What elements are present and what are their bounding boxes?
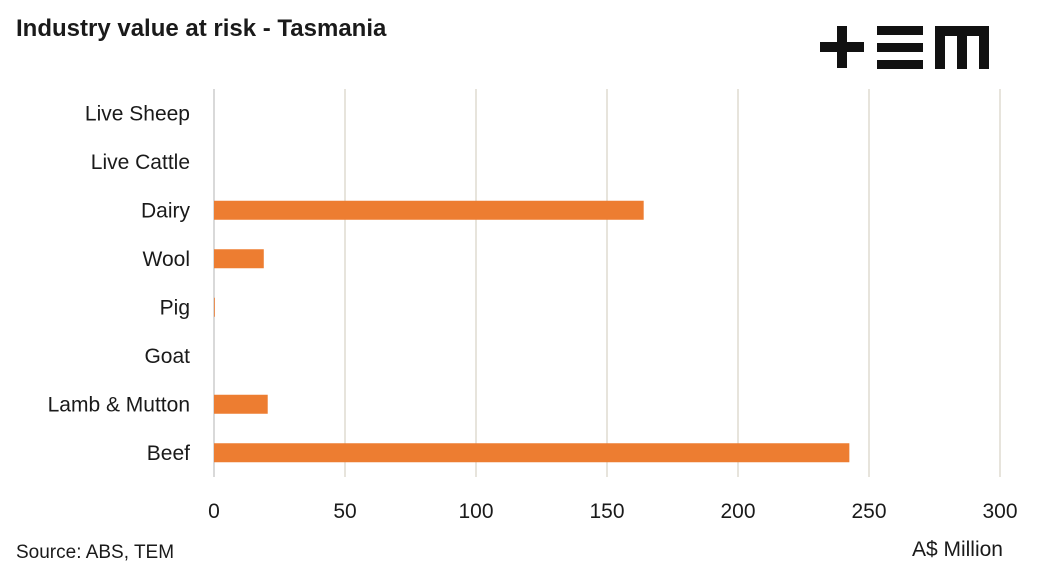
category-label: Live Cattle: [91, 151, 190, 174]
category-label: Wool: [143, 248, 190, 271]
gridlines: [213, 89, 1001, 477]
x-tick-label: 0: [208, 500, 220, 523]
x-tick-label: 50: [333, 500, 356, 523]
bar-beef: [214, 443, 850, 463]
x-tick-labels: 0 50 100 150 200 250 300: [208, 500, 1017, 523]
x-axis-label: A$ Million: [911, 538, 1003, 561]
chart-title: Industry value at risk - Tasmania: [16, 15, 387, 42]
category-label: Live Sheep: [85, 102, 190, 125]
x-tick-label: 300: [982, 500, 1017, 523]
x-tick-label: 250: [851, 500, 886, 523]
category-label: Dairy: [141, 199, 191, 222]
x-tick-label: 150: [589, 500, 624, 523]
category-label: Lamb & Mutton: [48, 393, 190, 416]
bars: [214, 200, 850, 463]
category-label: Beef: [147, 442, 190, 465]
category-labels: Live Sheep Live Cattle Dairy Wool Pig Goat Lam…: [48, 102, 191, 465]
bar-wool: [214, 249, 264, 269]
source-note: Source: ABS, TEM: [16, 542, 175, 563]
x-tick-label: 200: [720, 500, 755, 523]
category-label: Goat: [144, 345, 190, 368]
tem-logo: [820, 26, 989, 69]
bar-dairy: [214, 200, 644, 220]
bar-pig: [214, 297, 215, 317]
category-label: Pig: [160, 296, 190, 319]
bar-lamb-mutton: [214, 394, 268, 414]
x-tick-label: 100: [458, 500, 493, 523]
